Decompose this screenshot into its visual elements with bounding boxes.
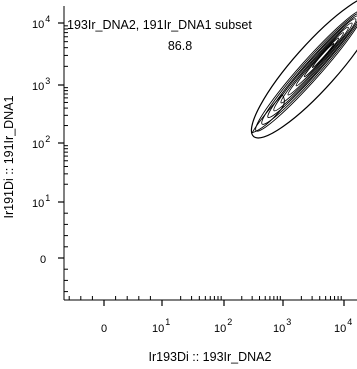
- gate-ellipse[interactable]: [237, 0, 357, 151]
- contour-level: [280, 22, 353, 104]
- x-tick-labels: 0 101 102 103 104: [101, 300, 352, 335]
- population-contours: [251, 9, 357, 134]
- x-tick-label: 102: [214, 317, 232, 335]
- y-tick-labels: 0 101 102 103 104: [32, 14, 64, 266]
- y-tick-label: 0: [40, 254, 46, 266]
- y-tick-label: 103: [32, 76, 50, 93]
- contour-level: [311, 42, 335, 69]
- y-tick-label: 104: [32, 14, 50, 31]
- x-tick-label: 101: [152, 317, 170, 335]
- contour-level: [295, 32, 345, 87]
- x-minor-ticks: [68, 296, 342, 300]
- y-minor-ticks: [64, 25, 68, 293]
- contour-level: [273, 18, 357, 112]
- x-tick-label: 103: [273, 317, 291, 335]
- y-tick-label: 102: [32, 134, 50, 151]
- contour-level: [261, 12, 357, 125]
- x-tick-label: 104: [334, 317, 352, 335]
- x-tick-label: 0: [101, 323, 107, 335]
- contour-level: [267, 15, 357, 119]
- y-tick-label: 101: [32, 193, 50, 210]
- contour-level: [287, 26, 349, 96]
- gate-percent: 86.8: [168, 39, 192, 53]
- contour-tail: [251, 94, 285, 134]
- contour-level: [303, 37, 340, 78]
- gate-name: 193Ir_DNA2, 191Ir_DNA1 subset: [67, 18, 252, 32]
- y-axis-title: Ir191Di :: 191Ir_DNA1: [2, 95, 16, 218]
- x-axis-title: Ir193Di :: 193Ir_DNA2: [149, 350, 272, 364]
